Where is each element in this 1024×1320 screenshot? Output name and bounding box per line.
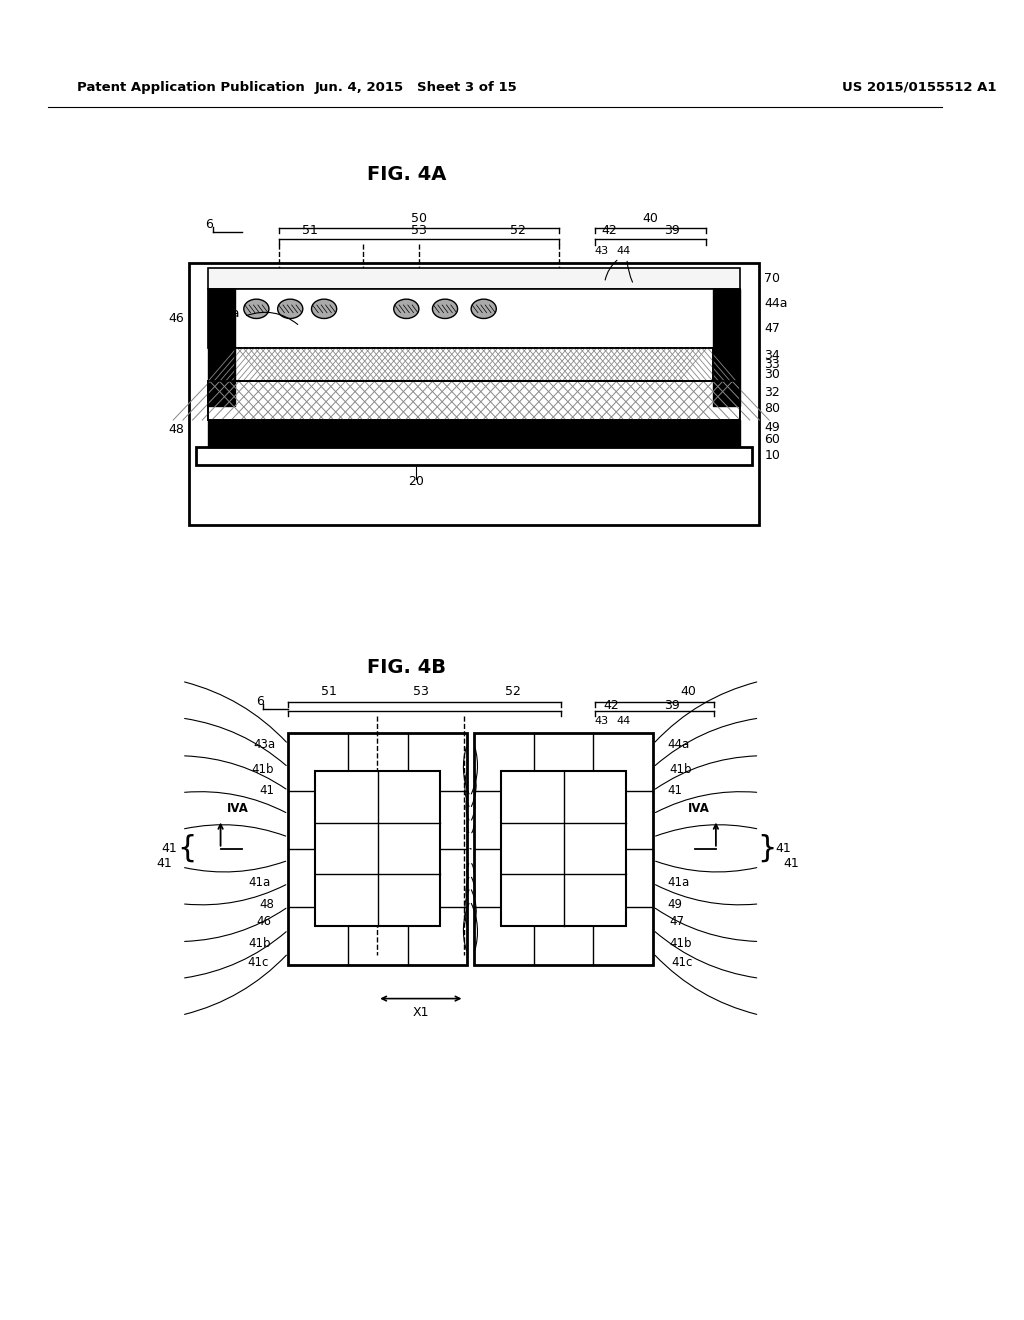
Text: IVA: IVA: [687, 801, 710, 814]
Text: IVA: IVA: [227, 801, 249, 814]
Text: 40: 40: [642, 213, 658, 226]
Bar: [197, 447, 752, 465]
Bar: [501, 771, 626, 927]
Bar: [236, 347, 713, 381]
Text: 32: 32: [764, 387, 780, 400]
Text: 41: 41: [260, 784, 274, 797]
Text: 41c: 41c: [672, 956, 693, 969]
Text: FIG. 4B: FIG. 4B: [367, 659, 445, 677]
Text: 52: 52: [510, 224, 525, 238]
Text: 46: 46: [168, 312, 184, 325]
Text: 44: 44: [616, 246, 631, 256]
Text: 60: 60: [764, 433, 780, 446]
Text: 41: 41: [783, 857, 800, 870]
Text: FIG. 4A: FIG. 4A: [367, 165, 446, 183]
Text: 80: 80: [764, 403, 780, 414]
Text: 70: 70: [764, 272, 780, 285]
Bar: [208, 289, 236, 405]
Text: 41: 41: [668, 784, 683, 797]
Text: 52: 52: [505, 685, 520, 698]
Text: Jun. 4, 2015   Sheet 3 of 15: Jun. 4, 2015 Sheet 3 of 15: [314, 81, 517, 94]
Bar: [208, 289, 740, 347]
Text: 50: 50: [411, 213, 427, 226]
Text: 43: 43: [595, 715, 609, 726]
Text: 42: 42: [603, 700, 620, 711]
Text: 20: 20: [408, 475, 424, 488]
Text: 41a: 41a: [249, 876, 271, 888]
Ellipse shape: [471, 300, 497, 318]
Bar: [236, 347, 713, 381]
Text: 44: 44: [616, 715, 631, 726]
Text: 41b: 41b: [249, 937, 271, 950]
Text: 34: 34: [764, 348, 780, 362]
Text: 40: 40: [681, 685, 696, 698]
Text: 47: 47: [764, 322, 780, 335]
Text: 41a: 41a: [668, 876, 690, 888]
Ellipse shape: [394, 300, 419, 318]
Text: 6: 6: [256, 696, 264, 708]
Bar: [713, 289, 740, 405]
Text: 47: 47: [670, 915, 684, 928]
Ellipse shape: [278, 300, 303, 318]
Text: 53: 53: [411, 224, 427, 238]
Text: 46: 46: [256, 915, 271, 928]
Text: 43a: 43a: [254, 738, 275, 751]
Text: Patent Application Publication: Patent Application Publication: [78, 81, 305, 94]
Text: 43: 43: [595, 246, 609, 256]
Text: 51: 51: [302, 224, 317, 238]
Text: 42: 42: [602, 224, 617, 238]
Text: 41b: 41b: [251, 763, 273, 776]
Text: 30: 30: [764, 368, 780, 381]
Bar: [208, 381, 740, 420]
Text: 41b: 41b: [670, 763, 692, 776]
Text: 51: 51: [321, 685, 337, 698]
Text: 49: 49: [668, 898, 683, 911]
Text: US 2015/0155512 A1: US 2015/0155512 A1: [842, 81, 996, 94]
Bar: [188, 264, 760, 524]
Text: 33: 33: [764, 359, 780, 371]
Text: 41: 41: [157, 857, 172, 870]
Bar: [208, 381, 740, 420]
Text: 41c: 41c: [248, 956, 269, 969]
Text: 10: 10: [764, 449, 780, 462]
Bar: [315, 771, 440, 927]
Ellipse shape: [311, 300, 337, 318]
Text: {: {: [177, 834, 197, 863]
Bar: [208, 420, 740, 447]
Text: 44a: 44a: [764, 297, 787, 310]
Bar: [474, 733, 653, 965]
Bar: [289, 733, 467, 965]
Text: 48: 48: [260, 898, 274, 911]
Text: }: }: [758, 834, 777, 863]
Ellipse shape: [432, 300, 458, 318]
Text: 41: 41: [776, 842, 792, 855]
Text: 41b: 41b: [670, 937, 692, 950]
Text: X1: X1: [413, 1006, 429, 1019]
Text: 6: 6: [205, 218, 213, 231]
Text: 41: 41: [162, 842, 177, 855]
Text: 49: 49: [764, 421, 780, 434]
Text: 43a: 43a: [216, 308, 240, 321]
Bar: [208, 268, 740, 289]
Ellipse shape: [244, 300, 269, 318]
Text: 44a: 44a: [668, 738, 690, 751]
Text: 53: 53: [413, 685, 429, 698]
Text: 48: 48: [168, 424, 184, 436]
Text: 39: 39: [665, 224, 680, 238]
Text: 39: 39: [665, 700, 680, 711]
